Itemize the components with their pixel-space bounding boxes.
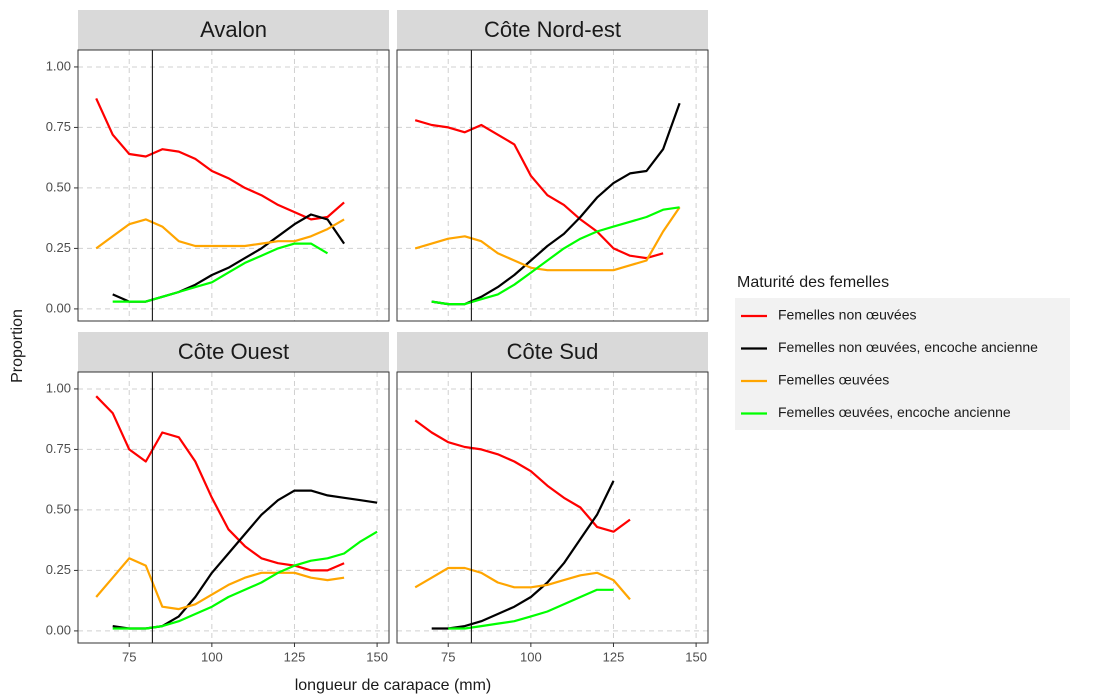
smooth-line: [95, 395, 345, 572]
strip: [397, 332, 708, 372]
panel-background: [78, 372, 389, 643]
y-tick-label: 0.75: [46, 441, 71, 456]
smooth-line: [414, 419, 631, 533]
panel-title: Côte Sud: [507, 339, 599, 364]
y-axis-label: Proportion: [9, 309, 26, 383]
strip: [78, 332, 389, 372]
panel-title: Côte Nord-est: [484, 17, 621, 42]
smooth-line: [95, 97, 345, 221]
x-tick-label: 125: [284, 649, 306, 664]
x-tick-label: 100: [520, 649, 542, 664]
x-tick-label: 100: [201, 649, 223, 664]
smooth-line: [431, 206, 680, 306]
panel-background: [397, 372, 708, 643]
panel-border: [396, 371, 709, 644]
y-tick-label: 0.25: [46, 240, 71, 255]
y-tick-label: 0.50: [46, 179, 71, 194]
x-axis-label: longueur de carapace (mm): [295, 677, 492, 694]
legend-label: Femelles non œuvées: [778, 307, 917, 323]
smooth-line: [414, 119, 664, 260]
strip: [397, 10, 708, 50]
smooth-line: [95, 218, 345, 250]
y-tick-label: 0.75: [46, 119, 71, 134]
panel-title: Avalon: [200, 17, 267, 42]
smooth-line: [414, 566, 631, 601]
legend-label: Femelles œuvées, encoche ancienne: [778, 404, 1011, 420]
x-tick-label: 150: [366, 649, 388, 664]
y-tick-label: 0.00: [46, 622, 71, 637]
panel-border: [396, 49, 709, 322]
y-tick-label: 1.00: [46, 380, 71, 395]
y-tick-label: 0.25: [46, 562, 71, 577]
smooth-line: [431, 480, 615, 630]
panel-border: [77, 371, 390, 644]
panel-background: [397, 50, 708, 321]
strip: [78, 10, 389, 50]
panel-border: [77, 49, 390, 322]
y-tick-label: 0.00: [46, 300, 71, 315]
legend-label: Femelles non œuvées, encoche ancienne: [778, 339, 1038, 355]
legend-title: Maturité des femelles: [737, 274, 889, 291]
smooth-line: [414, 206, 681, 272]
smooth-line: [431, 102, 681, 306]
panel-title: Côte Ouest: [178, 339, 289, 364]
x-tick-label: 125: [603, 649, 625, 664]
x-tick-label: 75: [122, 649, 136, 664]
x-tick-label: 150: [685, 649, 707, 664]
smooth-line: [112, 242, 329, 303]
smooth-line: [95, 557, 345, 611]
legend-background: [735, 298, 1070, 430]
smooth-line: [112, 530, 378, 630]
panel-background: [78, 50, 389, 321]
legend-label: Femelles œuvées: [778, 372, 889, 388]
y-tick-label: 0.50: [46, 501, 71, 516]
x-tick-label: 75: [441, 649, 455, 664]
y-tick-label: 1.00: [46, 58, 71, 73]
smooth-line: [448, 588, 614, 630]
